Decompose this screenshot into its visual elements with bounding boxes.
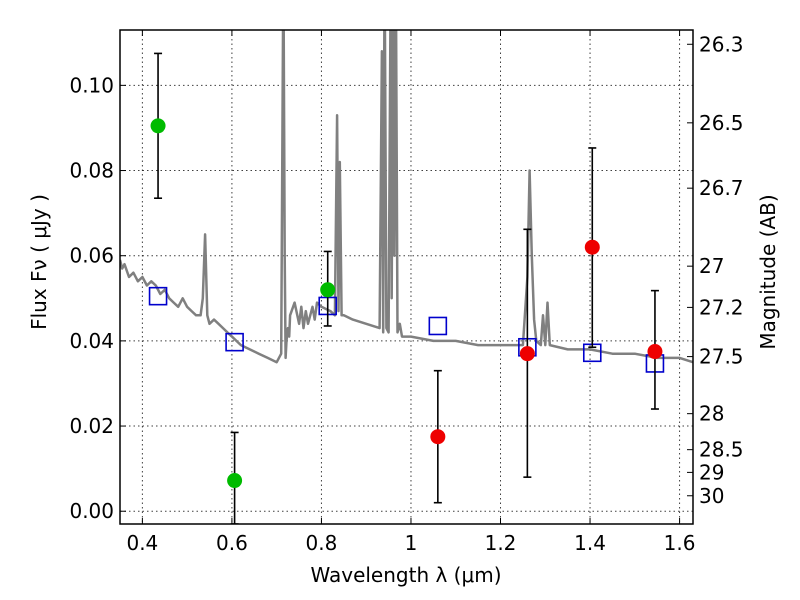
y-tick-label: 0.06	[69, 244, 114, 268]
infrared-detection-point	[584, 239, 600, 255]
magnitude-tick-label: 30	[699, 484, 724, 508]
x-tick-label: 0.8	[306, 531, 338, 555]
x-tick-label: 0.4	[126, 531, 158, 555]
magnitude-tick-label: 29	[699, 460, 724, 484]
magnitude-tick-label: 28	[699, 402, 724, 426]
model-band-square	[148, 286, 168, 306]
model-band-square	[225, 332, 244, 352]
optical-detection-point	[227, 473, 243, 489]
optical-detection-point	[320, 282, 336, 298]
infrared-detection-point	[647, 344, 663, 360]
y-tick-label: 0.08	[69, 159, 114, 183]
plot-frame	[119, 29, 694, 525]
y-tick-label: 0.02	[69, 414, 114, 438]
magnitude-tick-label: 27	[699, 254, 724, 278]
x-tick-label: 1.4	[574, 531, 606, 555]
x-tick-label: 1.6	[664, 531, 696, 555]
infrared-detection-point	[430, 429, 446, 445]
model-spectrum-line	[120, 30, 693, 364]
x-axis-label: Wavelength λ (μm)	[310, 563, 501, 587]
magnitude-tick-label: 26.7	[699, 176, 744, 200]
magnitude-axis-label: Magnitude (AB)	[756, 194, 780, 349]
magnitude-tick-label: 26.5	[699, 111, 744, 135]
grid	[120, 30, 693, 524]
model-band-square	[428, 316, 448, 336]
axes: 0.4 0.6 0.8 1 1.2 1.4 1.6 0.00 0.02 0.04 0.06 0.08 0…	[69, 30, 744, 555]
infrared-detection-point	[519, 346, 535, 362]
magnitude-tick-label: 27.2	[699, 295, 744, 319]
magnitude-tick-label: 28.5	[699, 438, 744, 462]
y-tick-label: 0.10	[69, 73, 114, 97]
x-tick-label: 1.2	[485, 531, 517, 555]
magnitude-tick-label: 27.5	[699, 345, 744, 369]
x-tick-label: 1	[405, 531, 418, 555]
x-tick-label: 0.6	[216, 531, 248, 555]
y-axis-label: Flux Fν ( μJy )	[27, 194, 51, 330]
optical-detection-point	[150, 118, 166, 134]
magnitude-tick-label: 26.3	[699, 32, 744, 56]
y-tick-label: 0.04	[69, 329, 114, 353]
y-tick-label: 0.00	[69, 499, 114, 523]
plot-area	[120, 30, 693, 524]
